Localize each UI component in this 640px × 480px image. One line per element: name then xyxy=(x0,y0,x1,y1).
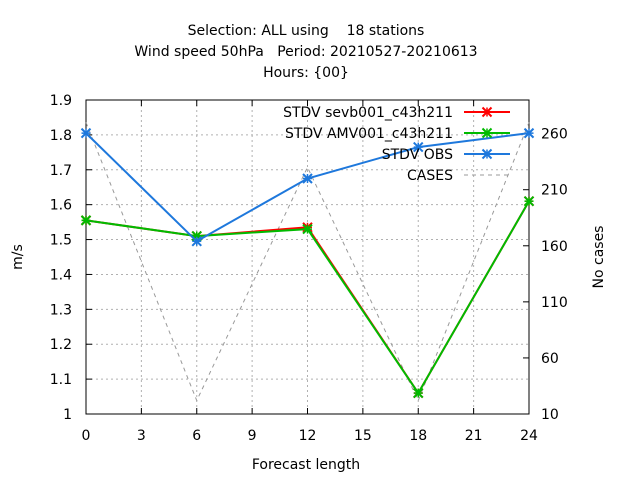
data-point xyxy=(413,141,424,153)
legend: STDV sevb001_c43h211 STDV AMV001_c43h211 S… xyxy=(283,105,510,184)
x-tick-label: 18 xyxy=(409,428,427,444)
x-tick-label: 9 xyxy=(248,428,257,444)
data-point xyxy=(302,223,313,235)
y2-tick-label: 210 xyxy=(541,183,568,199)
data-point xyxy=(523,127,535,139)
y-tick-label: 1.1 xyxy=(50,372,72,388)
data-point xyxy=(80,215,92,226)
y-tick-label: 1.5 xyxy=(50,233,72,249)
y-tick-label: 1.6 xyxy=(50,198,72,214)
chart-title: Selection: ALL using 18 stations Wind spe… xyxy=(134,23,477,81)
x-tick-label: 6 xyxy=(192,428,201,444)
data-point xyxy=(413,387,424,399)
data-point xyxy=(523,195,535,207)
x-tick-label: 0 xyxy=(82,428,91,444)
y-tick-label: 1.8 xyxy=(50,128,72,144)
y2-tick-label: 60 xyxy=(541,351,559,367)
data-point xyxy=(191,236,202,247)
data-point xyxy=(481,106,493,118)
y-tick-label: 1 xyxy=(63,407,72,423)
y2-tick-labels: 10 60 110 160 210 260 xyxy=(541,127,568,423)
y-axis-label: m/s xyxy=(10,244,26,270)
x-tick-label: 24 xyxy=(520,428,538,444)
x-tick-label: 21 xyxy=(465,428,483,444)
y2-tick-label: 10 xyxy=(541,407,559,423)
y2-tick-label: 260 xyxy=(541,127,568,143)
y2-tick-label: 110 xyxy=(541,295,568,311)
y-tick-label: 1.7 xyxy=(50,163,72,179)
data-point xyxy=(481,127,493,139)
series-line xyxy=(85,122,530,402)
data-point xyxy=(80,127,92,139)
x-tick-labels: 0 3 6 9 12 15 18 21 24 xyxy=(82,428,538,444)
data-point xyxy=(302,173,313,184)
y-tick-label: 1.3 xyxy=(50,302,72,318)
legend-label: STDV OBS xyxy=(382,147,453,163)
title-line: Hours: {00} xyxy=(263,65,349,81)
title-line: Wind speed 50hPa Period: 20210527-202106… xyxy=(134,44,477,60)
y-tick-label: 1.9 xyxy=(50,93,72,109)
data-point xyxy=(481,148,493,160)
y2-axis-label: No cases xyxy=(591,226,607,289)
y-tick-label: 1.2 xyxy=(50,337,72,353)
title-line: Selection: ALL using 18 stations xyxy=(188,23,425,39)
legend-label: CASES xyxy=(407,168,453,184)
axes xyxy=(85,99,530,415)
series xyxy=(80,122,535,402)
x-axis-label: Forecast length xyxy=(252,457,360,473)
x-tick-label: 3 xyxy=(137,428,146,444)
y-tick-label: 1.4 xyxy=(50,267,72,283)
y-tick-labels: 1 1.1 1.2 1.3 1.4 1.5 1.6 1.7 1.8 1.9 xyxy=(50,93,72,423)
y2-tick-label: 160 xyxy=(541,239,568,255)
x-tick-label: 15 xyxy=(354,428,372,444)
legend-label: STDV sevb001_c43h211 xyxy=(283,105,453,121)
x-tick-label: 12 xyxy=(299,428,317,444)
grid xyxy=(86,100,529,414)
legend-label: STDV AMV001_c43h211 xyxy=(285,126,453,142)
